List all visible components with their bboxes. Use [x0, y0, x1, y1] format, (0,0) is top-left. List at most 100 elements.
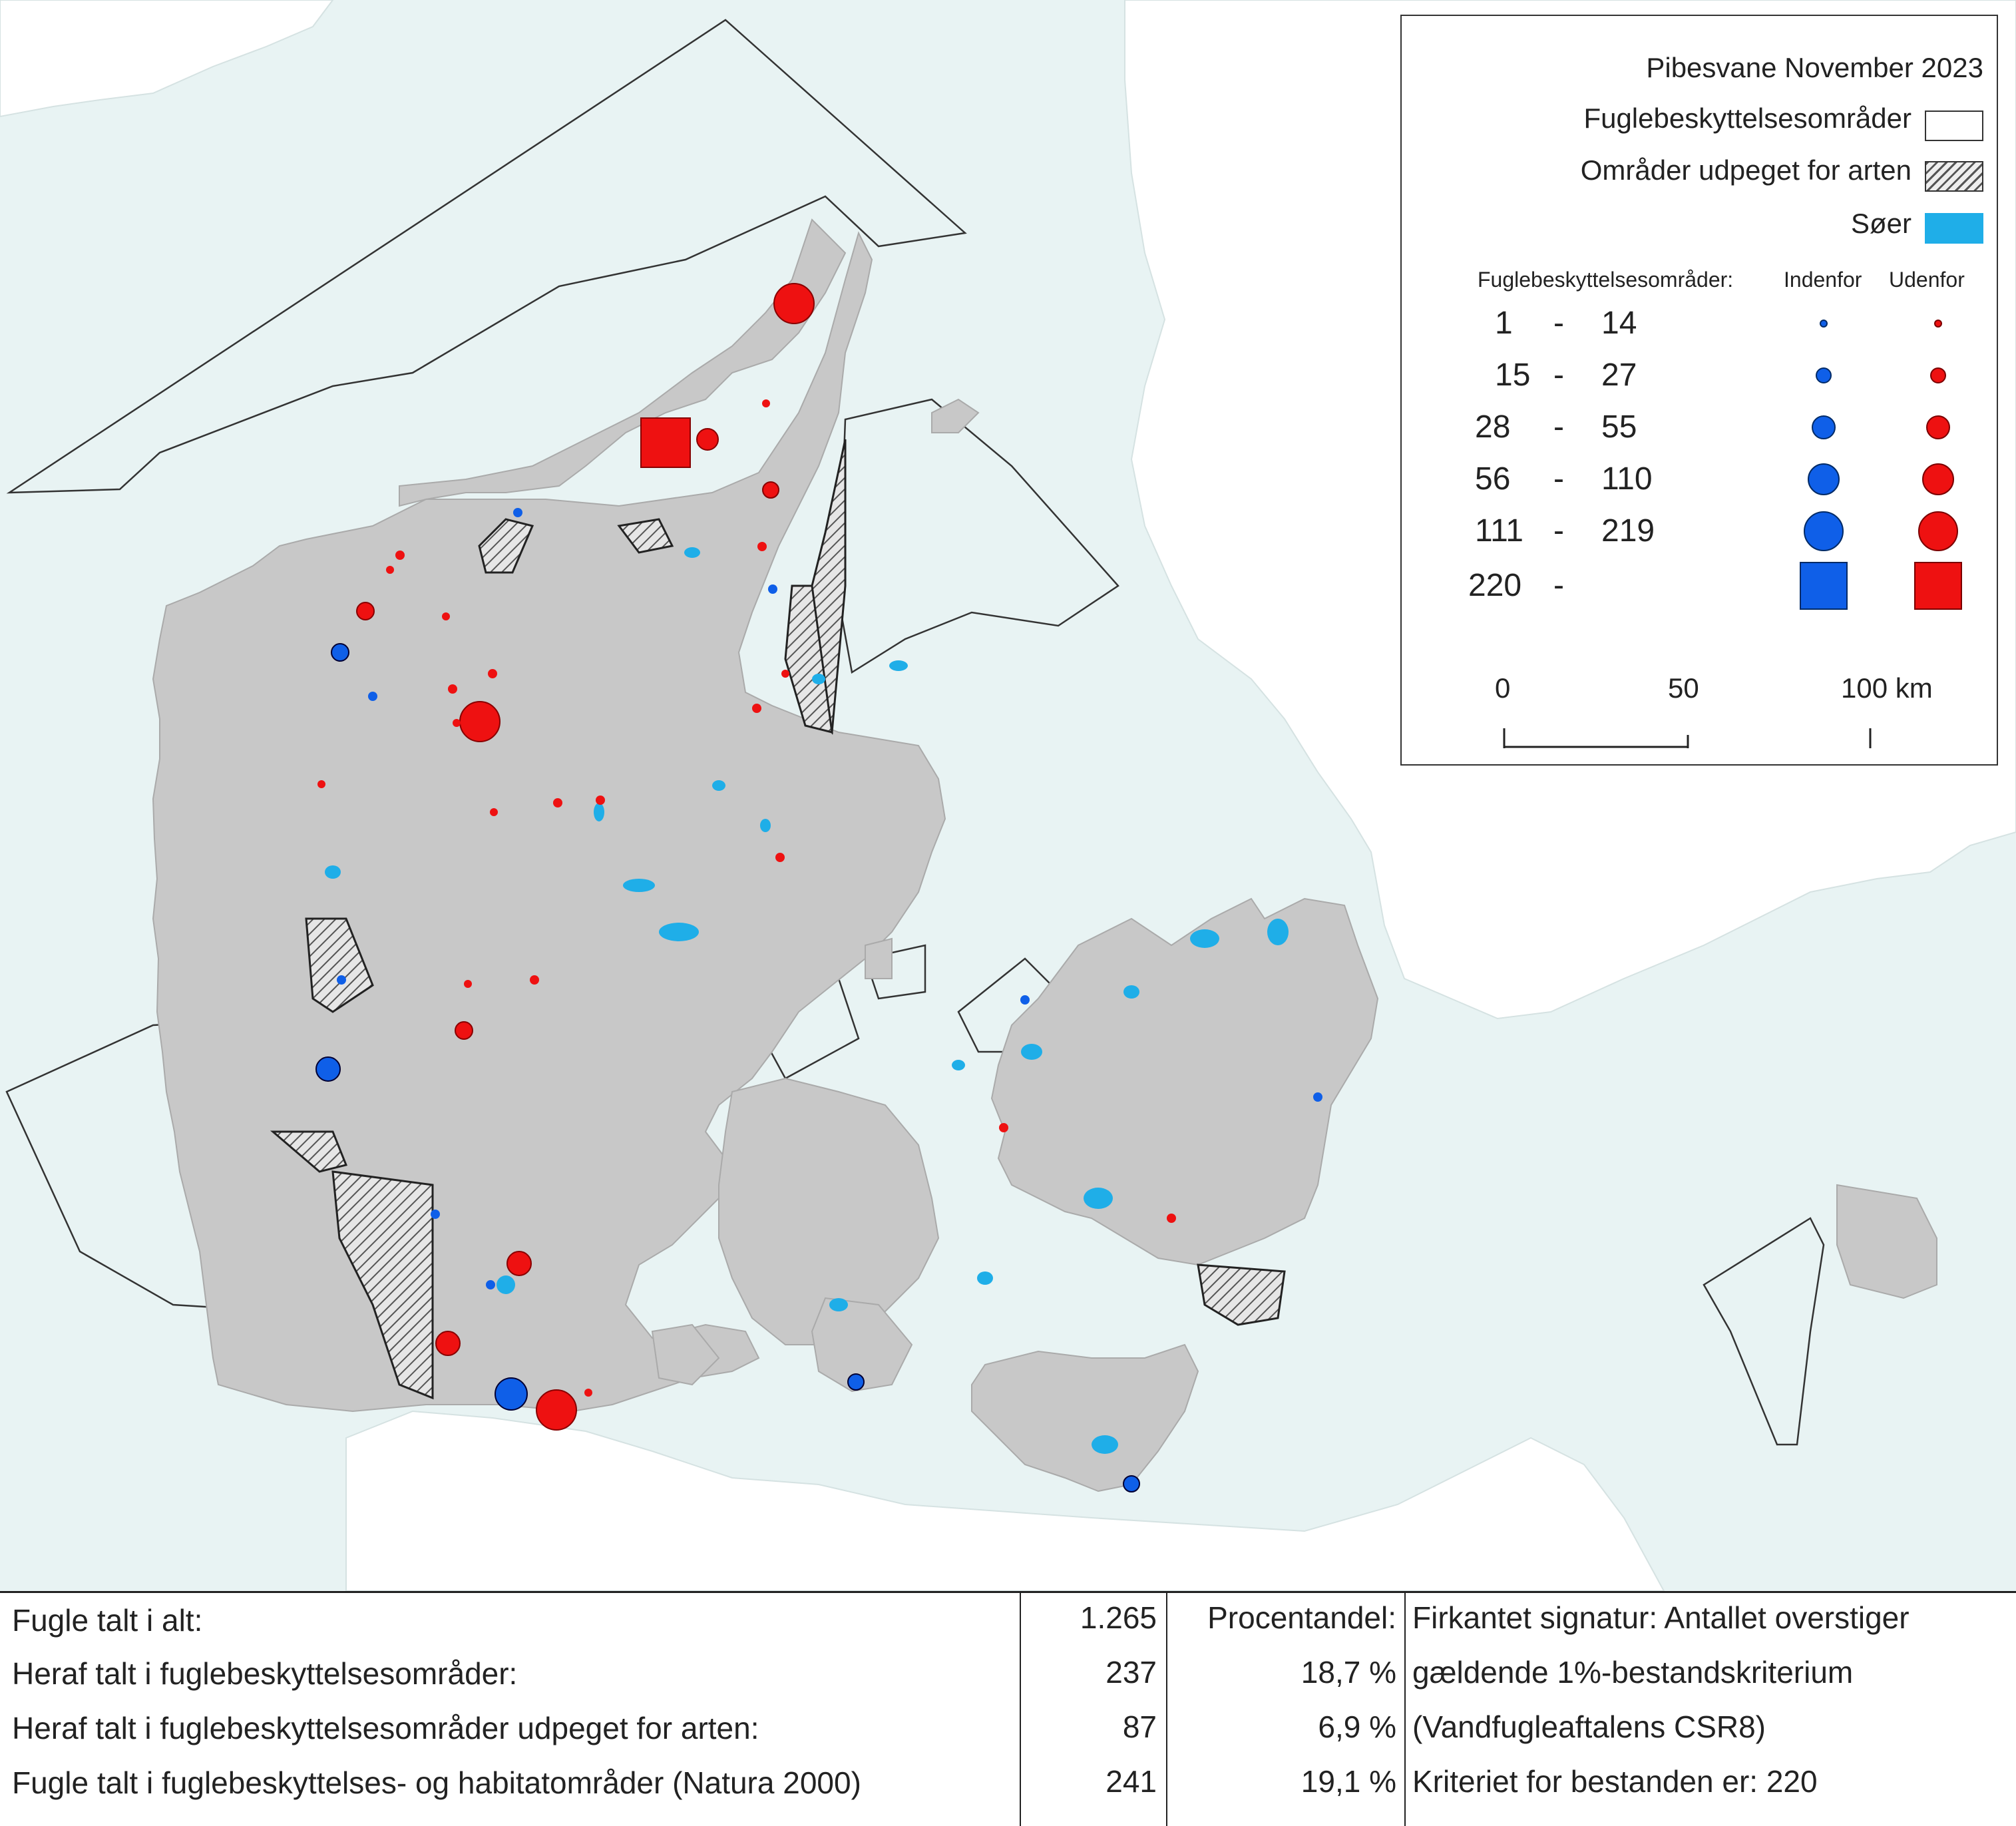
symbol-inside: [1313, 1092, 1322, 1102]
symbol-inside: [331, 643, 349, 662]
stats-label: Fugle talt i fuglebeskyttelses- og habit…: [12, 1765, 861, 1800]
symbol-inside: [1020, 995, 1030, 1005]
symbol-inside: [847, 1373, 865, 1391]
symbol-outside: [453, 719, 461, 727]
symbol-outside: [775, 853, 785, 862]
scale-bar: [1503, 728, 1872, 748]
legend-title: Pibesvane November 2023: [1646, 52, 1983, 83]
symbol-outside: [596, 796, 605, 805]
stats-label: Fugle talt i alt:: [12, 1603, 203, 1638]
stats-label: Heraf talt i fuglebeskyttelsesområder:: [12, 1656, 518, 1691]
symbol-outside: [1167, 1214, 1176, 1223]
legend-symbol-outside: [1930, 367, 1946, 383]
legend-symbol-inside: [1812, 415, 1836, 439]
legend-class-lo: 111: [1475, 513, 1523, 549]
symbol-outside: [464, 980, 472, 988]
symbol-outside: [317, 780, 325, 788]
stats-count: 241: [1106, 1764, 1157, 1799]
symbol-outside: [762, 399, 770, 407]
stats-divider: [1404, 1593, 1406, 1826]
symbol-outside: [435, 1331, 461, 1356]
symbol-inside: [513, 508, 522, 517]
germany-coast: [345, 1410, 1665, 1591]
legend-header-inside: Indenfor: [1784, 268, 1862, 292]
stats-pct: Procentandel:: [1207, 1600, 1396, 1635]
legend-class-dash: -: [1553, 409, 1564, 445]
stats-divider: [1020, 1593, 1021, 1826]
legend-symbol-outside: [1922, 463, 1954, 495]
legend-symbol-inside: [1800, 562, 1848, 610]
stats-note: (Vandfugleaftalens CSR8): [1412, 1710, 1766, 1744]
symbol-outside: [459, 701, 501, 742]
bornholm: [1836, 1184, 1937, 1299]
legend-symbol-inside: [1820, 320, 1828, 328]
stats-table: Fugle talt i alt: 1.265 Procentandel: Fi…: [0, 1591, 2016, 1826]
legend-symbol-outside: [1918, 511, 1958, 551]
stats-pct: 6,9 %: [1318, 1710, 1396, 1744]
lolland-falster: [971, 1343, 1199, 1492]
map-area: Pibesvane November 2023 Fuglebeskyttelse…: [0, 0, 2016, 1591]
lake-island: [811, 1297, 913, 1393]
stats-label: Heraf talt i fuglebeskyttelsesområder ud…: [12, 1711, 759, 1745]
stats-pct: 18,7 %: [1301, 1655, 1396, 1690]
denmark-land: [152, 218, 1937, 1492]
stats-note: gældende 1%-bestandskriterium: [1412, 1655, 1854, 1690]
legend-class-hi: 14: [1601, 306, 1637, 341]
legend-class-lo: 1: [1495, 306, 1513, 341]
legend-symbol-outside: [1914, 562, 1962, 610]
symbol-outside: [448, 684, 457, 694]
zealand: [990, 897, 1379, 1266]
legend-symbol-inside: [1816, 367, 1832, 383]
species-designated-areas: [270, 439, 1286, 1400]
legend-class-dash: -: [1553, 568, 1564, 603]
legend-header-outside: Udenfor: [1889, 268, 1965, 292]
legend: Pibesvane November 2023 Fuglebeskyttelse…: [1400, 15, 1998, 766]
legend-class-lo: 220: [1468, 568, 1522, 603]
stats-note: Kriteriet for bestanden er: 220: [1412, 1764, 1818, 1799]
jutland-north-tip: [399, 218, 847, 507]
stats-count: 87: [1122, 1710, 1157, 1744]
symbol-outside: [757, 542, 767, 551]
norway-coast: [0, 0, 334, 118]
symbol-outside: [781, 670, 789, 678]
symbol-outside: [356, 602, 375, 620]
bird-area-swatch: [1925, 111, 1983, 141]
symbol-outside: [490, 808, 498, 816]
symbol-outside: [999, 1123, 1008, 1132]
symbol-outside: [395, 551, 405, 560]
legend-class-dash: -: [1553, 461, 1564, 497]
symbol-outside: [536, 1389, 577, 1431]
legend-class-dash: -: [1553, 513, 1564, 549]
stats-note: Firkantet signatur: Antallet overstiger: [1412, 1600, 1910, 1635]
count-symbols: [315, 283, 1322, 1492]
symbol-outside: [752, 704, 761, 713]
jutland: [152, 231, 946, 1413]
symbol-outside: [696, 428, 719, 451]
stats-pct: 19,1 %: [1301, 1764, 1396, 1799]
symbol-inside: [495, 1377, 528, 1411]
symbol-outside-square: [640, 417, 691, 468]
legend-class-dash: -: [1553, 306, 1564, 341]
scale-label-100: 100 km: [1841, 672, 1933, 704]
stats-count: 1.265: [1080, 1600, 1157, 1635]
als-island: [651, 1323, 720, 1386]
legend-symbol-inside: [1804, 511, 1844, 551]
symbol-inside: [431, 1210, 440, 1219]
species-area-swatch: [1925, 161, 1983, 192]
symbol-inside: [315, 1056, 341, 1082]
symbol-outside: [773, 283, 815, 324]
symbol-inside: [768, 584, 777, 594]
legend-class-hi: 55: [1601, 409, 1637, 445]
symbol-inside: [1123, 1475, 1140, 1492]
symbol-outside: [762, 481, 779, 499]
symbol-outside: [488, 669, 497, 678]
legend-class-lo: 56: [1475, 461, 1511, 497]
symbol-outside: [530, 975, 539, 985]
symbol-outside: [386, 566, 394, 574]
legend-class-hi: 27: [1601, 357, 1637, 393]
legend-symbol-inside: [1808, 463, 1840, 495]
scale-label-50: 50: [1668, 672, 1699, 704]
legend-item-species-areas: Områder udpeget for arten: [1580, 154, 1912, 186]
legend-item-bird-areas: Fuglebeskyttelsesområder: [1583, 103, 1912, 134]
lake-swatch: [1925, 213, 1983, 244]
